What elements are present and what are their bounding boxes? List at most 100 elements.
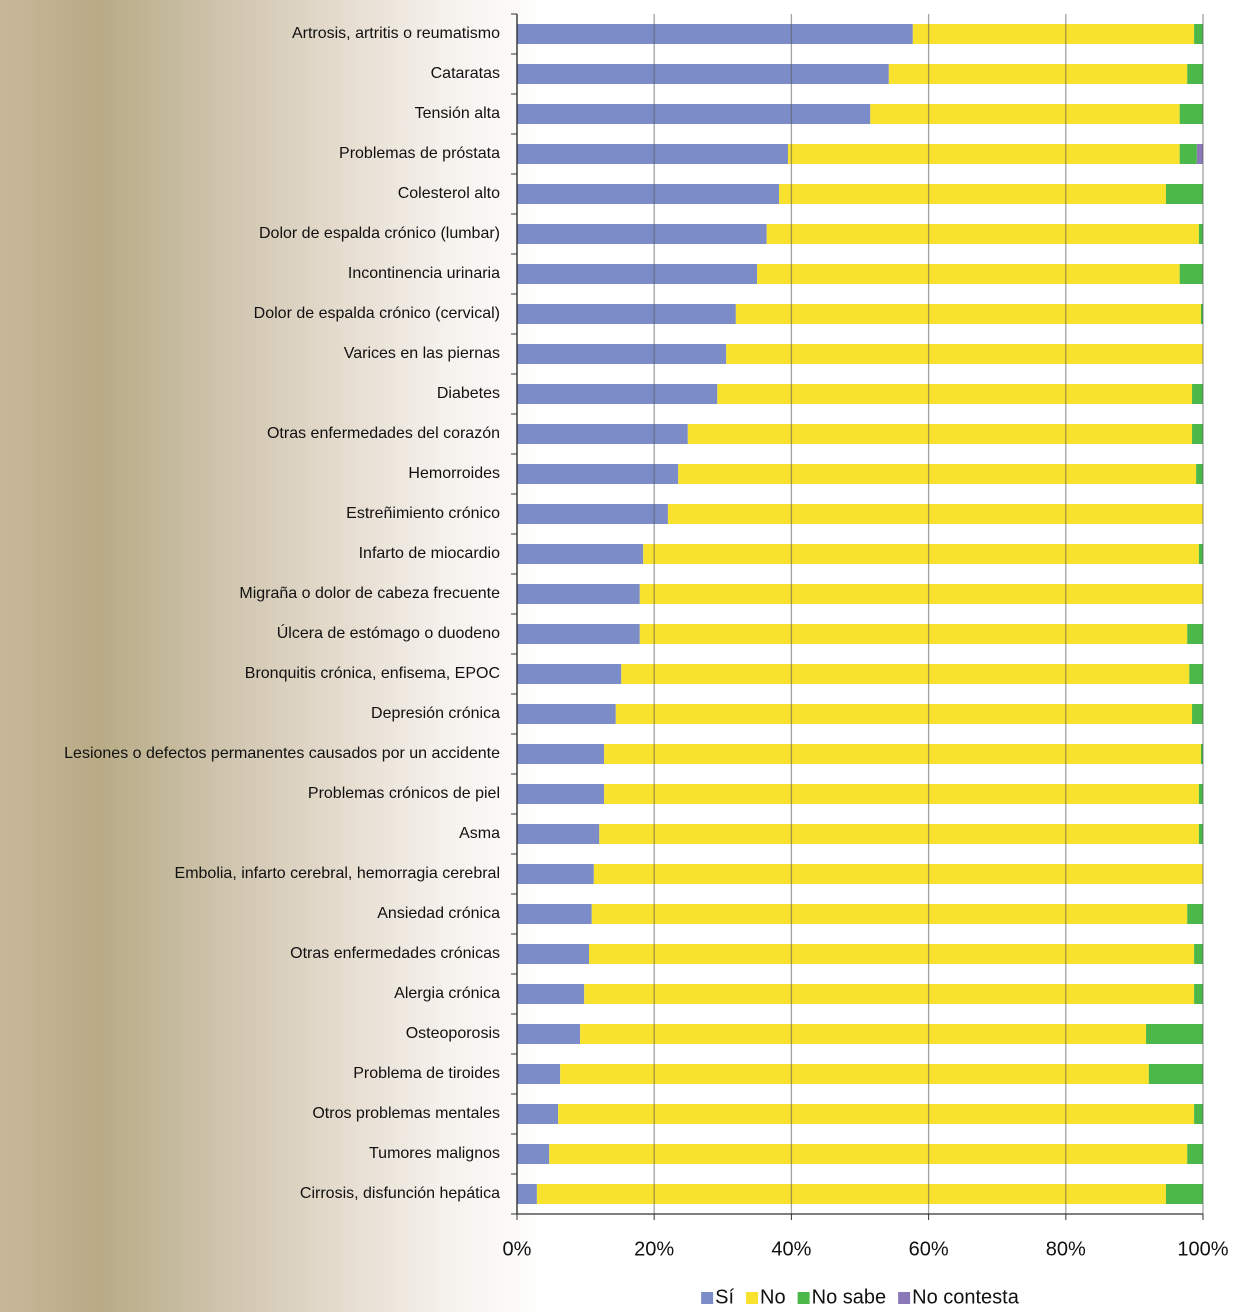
bar-segment	[517, 304, 736, 324]
bar-segment	[788, 144, 1180, 164]
bar-segment	[517, 64, 889, 84]
y-tick-label: Problemas crónicos de piel	[308, 785, 500, 802]
bar-segment	[736, 304, 1201, 324]
bar-segment	[604, 744, 1201, 764]
legend-label: No contesta	[912, 1286, 1020, 1308]
bar-segment	[726, 344, 1203, 364]
bar-segment	[1192, 384, 1203, 404]
y-tick-label: Lesiones o defectos permanentes causados…	[64, 745, 500, 762]
y-tick-label: Ansiedad crónica	[377, 905, 500, 922]
x-tick-label: 0%	[503, 1238, 532, 1260]
bar-segment	[594, 864, 1203, 884]
y-tick-label: Varices en las piernas	[344, 345, 500, 362]
bar-segment	[517, 504, 668, 524]
bar-segment	[517, 424, 688, 444]
bar-segment	[640, 584, 1203, 604]
bar-segment	[517, 864, 594, 884]
bar-segment	[1194, 984, 1203, 1004]
bar-segment	[1192, 424, 1203, 444]
bar-segment	[517, 544, 643, 564]
bar-segment	[688, 424, 1192, 444]
bar-segment	[640, 624, 1187, 644]
y-tick-label: Otras enfermedades del corazón	[267, 425, 500, 442]
bar-segment	[589, 944, 1194, 964]
bar-segment	[517, 144, 788, 164]
bar-segment	[517, 1144, 549, 1164]
y-tick-label: Incontinencia urinaria	[348, 265, 500, 282]
y-tick-label: Osteoporosis	[406, 1025, 500, 1042]
bar-segment	[1146, 1024, 1203, 1044]
y-tick-label: Migraña o dolor de cabeza frecuente	[239, 585, 500, 602]
bar-segment	[913, 24, 1194, 44]
bar-segment	[537, 1184, 1166, 1204]
bar-segment	[767, 224, 1199, 244]
bar-segment	[643, 544, 1199, 564]
bar-segment	[517, 984, 584, 1004]
chart: Artrosis, artritis o reumatismoCataratas…	[0, 0, 1237, 1312]
bar-segment	[517, 24, 913, 44]
bar-segment	[1166, 1184, 1203, 1204]
y-tick-label: Embolia, infarto cerebral, hemorragia ce…	[175, 865, 500, 882]
y-tick-label: Problema de tiroides	[353, 1065, 500, 1082]
bar-segment	[517, 744, 604, 764]
bar-segment	[592, 904, 1187, 924]
y-tick-label: Cataratas	[431, 65, 500, 82]
bar-segment	[1197, 144, 1203, 164]
bar-segment	[517, 1104, 558, 1124]
y-tick-label: Alergia crónica	[394, 985, 500, 1002]
bar-segment	[517, 584, 640, 604]
y-tick-label: Problemas de próstata	[339, 145, 500, 162]
bar-segment	[1194, 24, 1203, 44]
bar-segment	[1187, 624, 1203, 644]
y-tick-label: Otros problemas mentales	[312, 1105, 500, 1122]
bar-segment	[517, 224, 767, 244]
legend-swatch	[701, 1292, 713, 1304]
bar-segment	[678, 464, 1196, 484]
x-tick-label: 100%	[1177, 1238, 1228, 1260]
y-tick-label: Bronquitis crónica, enfisema, EPOC	[245, 665, 500, 682]
bar-segment	[517, 104, 870, 124]
legend-swatch	[898, 1292, 910, 1304]
bar-segment	[517, 824, 599, 844]
bar-segment	[558, 1104, 1194, 1124]
bar-segment	[604, 784, 1199, 804]
y-tick-label: Hemorroides	[408, 465, 500, 482]
bar-segment	[517, 384, 717, 404]
bar-segment	[517, 1064, 560, 1084]
bar-segment	[517, 664, 621, 684]
legend-swatch	[798, 1292, 810, 1304]
bar-segment	[1180, 104, 1203, 124]
bar-segment	[599, 824, 1199, 844]
bar-segment	[517, 264, 757, 284]
bar-segment	[549, 1144, 1187, 1164]
bar-segment	[1166, 184, 1203, 204]
y-tick-label: Estreñimiento crónico	[346, 505, 500, 522]
bar-segment	[1187, 64, 1203, 84]
legend-swatch	[746, 1292, 758, 1304]
bar-segment	[1194, 1104, 1203, 1124]
bar-segment	[1187, 1144, 1203, 1164]
y-tick-label: Depresión crónica	[371, 705, 500, 722]
y-tick-label: Infarto de miocardio	[359, 545, 501, 562]
y-tick-label: Colesterol alto	[398, 185, 500, 202]
y-tick-label: Diabetes	[437, 385, 500, 402]
bar-segment	[1192, 704, 1203, 724]
y-tick-label: Otras enfermedades crónicas	[290, 945, 500, 962]
bar-segment	[1196, 464, 1203, 484]
bar-segment	[517, 904, 592, 924]
bar-segment	[584, 984, 1194, 1004]
bar-segment	[517, 704, 616, 724]
y-tick-label: Asma	[459, 825, 500, 842]
x-tick-label: 80%	[1046, 1238, 1086, 1260]
bar-segment	[616, 704, 1192, 724]
bar-segment	[517, 784, 604, 804]
bar-segment	[870, 104, 1179, 124]
bar-segment	[517, 184, 779, 204]
legend-label: No	[760, 1286, 786, 1308]
y-tick-label: Úlcera de estómago o duodeno	[277, 623, 500, 642]
y-tick-label: Dolor de espalda crónico (cervical)	[254, 305, 500, 322]
bar-segment	[1180, 144, 1197, 164]
legend-label: No sabe	[812, 1286, 887, 1308]
legend-label: Sí	[715, 1286, 734, 1308]
bar-segment	[621, 664, 1189, 684]
